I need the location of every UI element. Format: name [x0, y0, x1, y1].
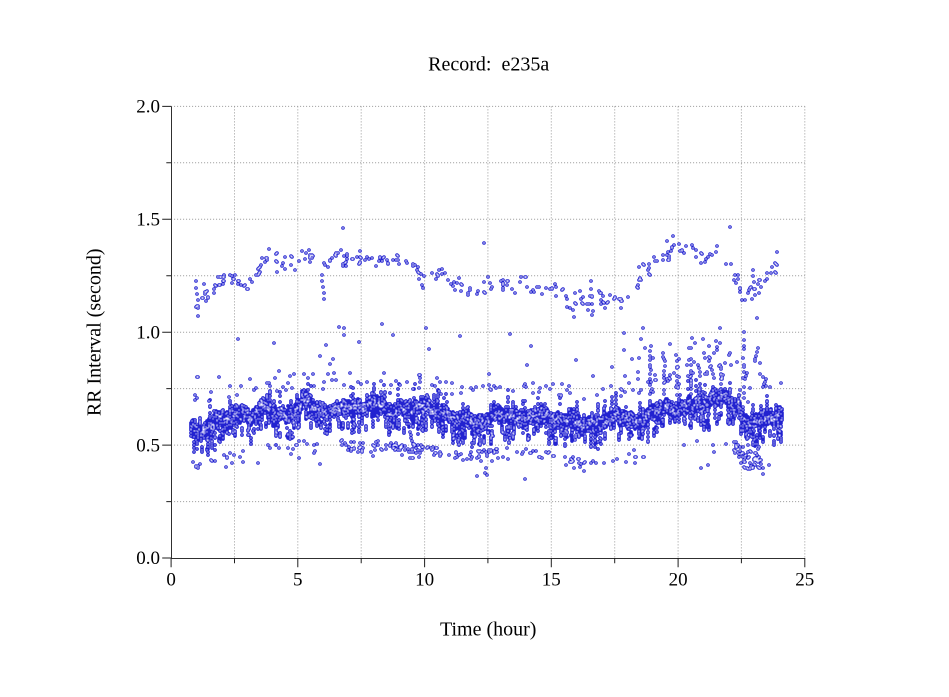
svg-text:Record: e235a: Record: e235a	[428, 54, 549, 76]
svg-text:25: 25	[795, 569, 814, 590]
svg-text:2.0: 2.0	[136, 97, 160, 118]
svg-text:1.0: 1.0	[136, 322, 160, 343]
svg-text:10: 10	[415, 569, 434, 590]
svg-text:20: 20	[669, 569, 688, 590]
svg-text:Time (hour): Time (hour)	[440, 619, 536, 641]
svg-text:5: 5	[293, 569, 303, 590]
svg-text:15: 15	[542, 569, 561, 590]
svg-text:0: 0	[166, 569, 176, 590]
svg-text:RR Interval (second): RR Interval (second)	[84, 248, 106, 416]
svg-text:0.0: 0.0	[136, 548, 160, 569]
svg-text:0.5: 0.5	[136, 435, 160, 456]
svg-text:1.5: 1.5	[136, 210, 160, 231]
